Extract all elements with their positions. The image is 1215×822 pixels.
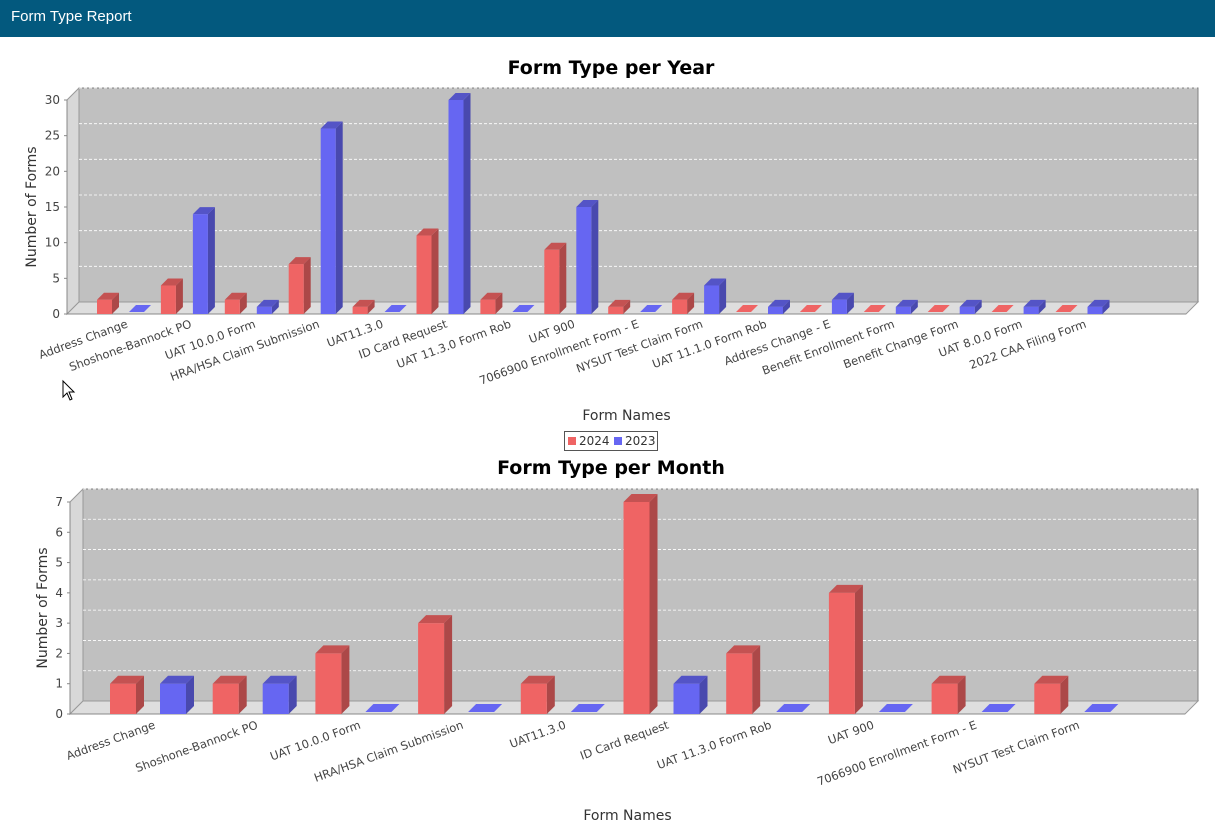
bar-2023-11	[831, 292, 854, 314]
x-axis-title: Form Names	[582, 408, 670, 424]
bar-2023-6	[512, 305, 535, 312]
chart-title: Form Type per Year	[508, 57, 715, 79]
category-label: ID Card Request	[578, 718, 671, 763]
bar-2023-1	[262, 675, 297, 714]
bar-2023-12	[895, 299, 918, 314]
bar-2023-0	[129, 305, 151, 312]
bar-2024-0	[97, 292, 119, 314]
bar-2024-15	[1055, 305, 1078, 312]
bar-2023-0	[160, 675, 194, 714]
bar-2023-8	[981, 704, 1016, 712]
bar-2024-2	[224, 292, 247, 314]
mouse-cursor-icon	[62, 379, 76, 401]
x-axis-title: Form Names	[583, 808, 671, 822]
y-tick-label: 2	[55, 646, 63, 660]
y-axis-title: Number of Forms	[35, 547, 51, 668]
bar-2023-2	[256, 299, 279, 314]
category-label: UAT11.3.0	[508, 718, 568, 751]
legend-swatch	[568, 437, 576, 445]
y-axis-title: Number of Forms	[24, 146, 40, 267]
plot-left-wall	[69, 487, 84, 716]
y-tick-label: 20	[45, 164, 60, 178]
category-label: UAT 11.3.0 Form Rob	[655, 718, 773, 772]
y-tick-label: 15	[45, 200, 60, 214]
bar-2023-9	[704, 278, 727, 314]
bar-2024-4	[520, 675, 555, 714]
bar-2023-13	[959, 299, 982, 314]
legend-box	[564, 431, 658, 451]
bar-2023-7	[576, 200, 599, 314]
y-tick-label: 30	[45, 93, 60, 107]
bar-2024-6	[726, 645, 761, 714]
y-tick-label: 25	[45, 129, 60, 143]
bar-2023-7	[878, 704, 913, 712]
bar-2023-4	[570, 704, 605, 712]
bar-2023-9	[1084, 704, 1119, 712]
y-tick-label: 5	[55, 556, 63, 570]
bar-2024-14	[991, 305, 1014, 312]
bar-2024-9	[672, 292, 695, 314]
y-tick-label: 3	[55, 616, 63, 630]
bar-2023-8	[640, 305, 663, 312]
chart-title: Form Type per Month	[497, 457, 725, 479]
bar-2024-4	[352, 299, 375, 314]
chart-form-type-per-month: Form Type per Month 0 1 2 3 4 5 6 7 Number of For…	[35, 457, 1200, 822]
bar-2024-10	[736, 305, 758, 312]
category-label: UAT 900	[826, 718, 876, 748]
bar-2024-12	[863, 305, 886, 312]
bar-2024-5	[623, 494, 658, 714]
category-label: UAT 10.0.0 Form	[268, 718, 362, 764]
y-tick-label: 6	[55, 525, 63, 539]
report-header: Form Type Report	[0, 0, 1215, 37]
bar-2023-3	[468, 704, 503, 712]
bar-2024-6	[480, 292, 503, 314]
bar-2023-15	[1087, 299, 1110, 314]
chart-legend: 2024 2023	[564, 431, 658, 451]
bar-2024-2	[315, 645, 350, 714]
bar-2024-13	[927, 305, 950, 312]
bar-2024-3	[418, 615, 453, 714]
bar-2023-5	[673, 675, 708, 714]
bar-2023-14	[1023, 299, 1046, 314]
bar-2023-3	[320, 121, 343, 315]
plot-left-wall	[66, 86, 80, 316]
bar-2024-1	[212, 675, 247, 714]
bar-2024-7	[828, 584, 863, 714]
chart-form-type-per-year: Form Type per Year 0 5 10 15 20 25 30 Number of …	[24, 57, 1200, 424]
bar-2024-9	[1034, 675, 1069, 714]
legend-label: 2023	[625, 434, 656, 448]
y-tick-label: 0	[55, 707, 63, 721]
bar-2024-11	[799, 305, 822, 312]
bar-2024-3	[288, 257, 311, 314]
bar-2024-0	[110, 675, 144, 714]
y-tick-label: 1	[55, 677, 63, 691]
category-label: 2022 CAA Filing Form	[967, 317, 1088, 372]
y-tick-label: 10	[45, 236, 60, 250]
y-tick-label: 4	[55, 586, 63, 600]
bar-2023-1	[192, 207, 215, 314]
bar-2023-10	[768, 299, 790, 314]
bar-2023-5	[448, 93, 471, 314]
legend-label: 2024	[579, 434, 610, 448]
bar-2024-7	[544, 242, 567, 314]
bar-2024-5	[416, 228, 439, 314]
y-tick-label: 0	[52, 307, 60, 321]
legend-swatch	[614, 437, 622, 445]
y-tick-label: 5	[52, 271, 60, 285]
bar-2024-8	[931, 675, 966, 714]
category-label: UAT 11.3.0 Form Rob	[395, 317, 513, 371]
report-title: Form Type Report	[11, 8, 132, 25]
bar-2023-2	[365, 704, 400, 712]
category-label: Address Change	[64, 718, 157, 763]
y-tick-label: 7	[55, 495, 63, 509]
bar-2023-6	[776, 704, 811, 712]
bar-2024-8	[608, 299, 631, 314]
bar-2023-4	[384, 305, 407, 312]
bar-2024-1	[160, 278, 183, 314]
